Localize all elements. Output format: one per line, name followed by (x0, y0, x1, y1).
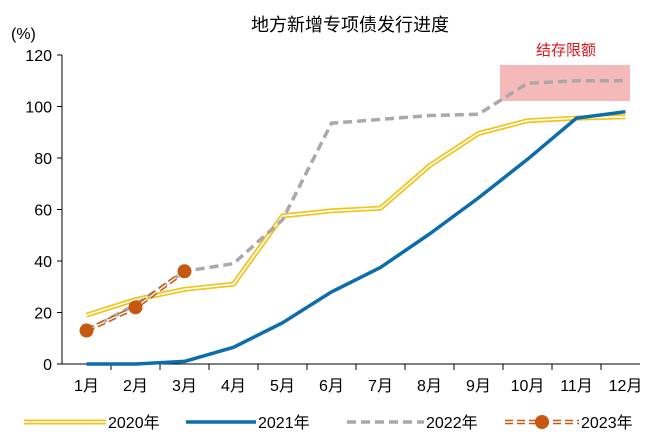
series-2020年 (85, 114, 626, 318)
legend-swatch-2023年 (505, 415, 579, 429)
legend-label-2023年: 2023年 (581, 414, 633, 432)
x-tick-label: 3月 (172, 378, 197, 395)
data-point (128, 300, 143, 315)
chart-title: 地方新增专项债发行进度 (251, 15, 449, 36)
legend-label-2022年: 2022年 (426, 414, 478, 432)
series-line (85, 79, 626, 333)
series-layer (79, 79, 626, 366)
x-tick-label: 7月 (368, 378, 393, 395)
y-tick-label: 20 (34, 306, 52, 323)
reserve-limit-annotation: 结存限额 (536, 41, 596, 59)
data-point (177, 264, 192, 279)
x-tick-label: 2月 (123, 378, 148, 395)
x-tick-label: 11月 (560, 378, 593, 395)
y-tick-label: 0 (43, 357, 52, 374)
series-2021年 (86, 109, 626, 366)
series-line (86, 109, 626, 366)
data-point (79, 323, 94, 338)
y-tick-label: 40 (34, 254, 52, 271)
data-point (535, 415, 549, 429)
x-tick-label: 4月 (221, 378, 246, 395)
x-tick-label: 12月 (609, 378, 643, 395)
x-tick-label: 6月 (319, 378, 344, 395)
series-2023年 (79, 264, 192, 338)
legend: 2020年 2021年 2022年 2023年 (24, 414, 633, 432)
y-tick-label: 80 (34, 151, 52, 168)
x-tick-label: 9月 (466, 378, 491, 395)
series-2022年 (85, 79, 626, 333)
axes: 0 20 40 60 80 100 120 1月 2月 3月 4月 5月 6月 7月 8月 9月 10月 11月 1… (25, 48, 643, 395)
y-tick-label: 120 (25, 48, 52, 65)
legend-label-2020年: 2020年 (108, 414, 160, 432)
y-tick-label: 100 (25, 100, 52, 117)
x-tick-label: 10月 (511, 378, 545, 395)
series-line-inner (86, 116, 626, 316)
y-axis-unit: (%) (11, 26, 36, 43)
y-tick-label: 60 (34, 203, 52, 220)
legend-label-2021年: 2021年 (258, 414, 310, 432)
x-tick-label: 5月 (270, 378, 295, 395)
x-tick-label: 1月 (74, 378, 99, 395)
x-tick-label: 8月 (417, 378, 442, 395)
